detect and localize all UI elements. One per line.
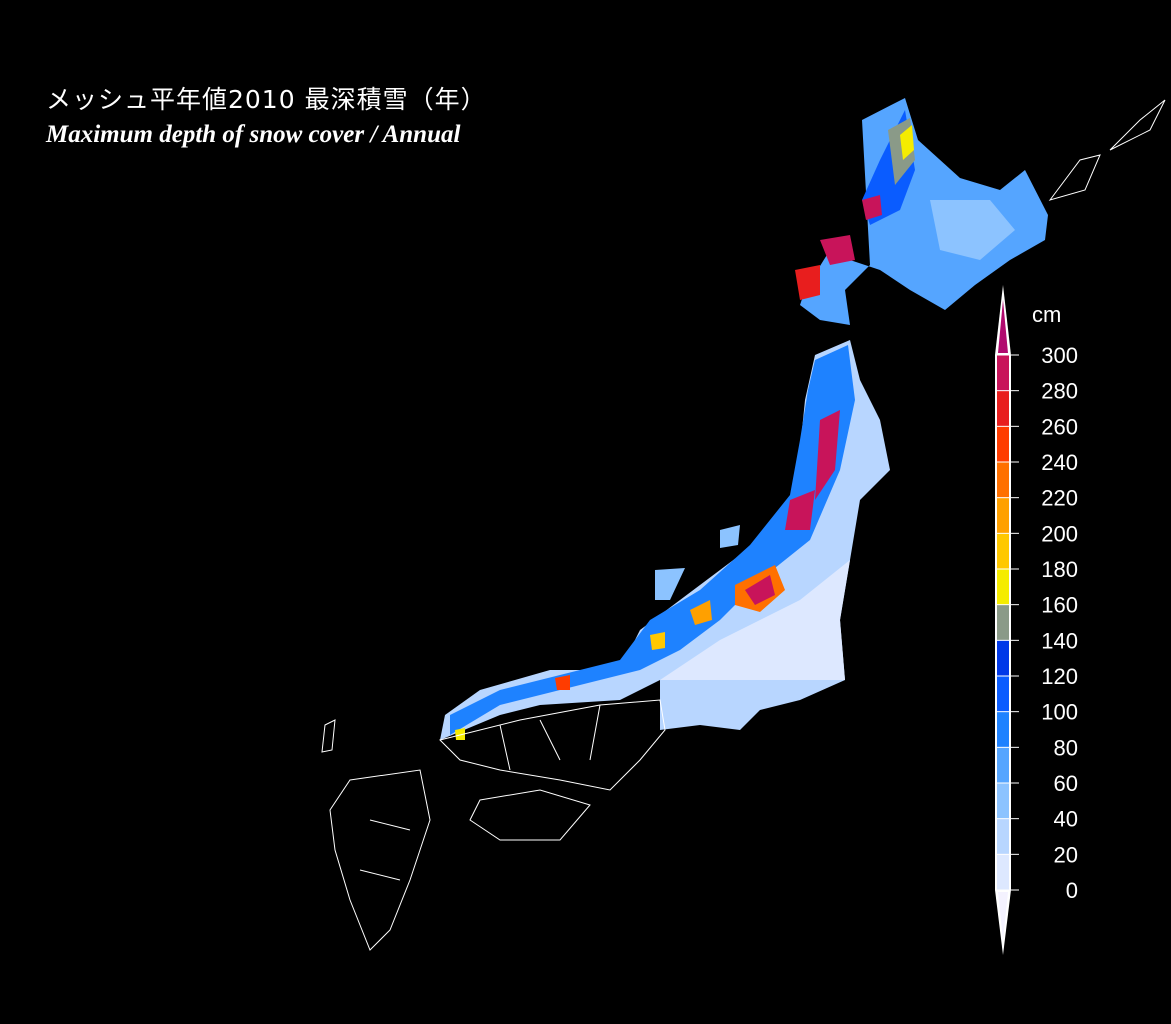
legend-swatch bbox=[997, 355, 1009, 391]
legend-tick-label: 220 bbox=[1041, 486, 1078, 511]
legend-tick-label: 0 bbox=[1066, 878, 1078, 903]
legend-over-fill bbox=[998, 300, 1008, 353]
legend-swatch bbox=[997, 462, 1009, 498]
legend-swatch bbox=[997, 783, 1009, 819]
legend-swatch bbox=[997, 747, 1009, 783]
legend-swatch bbox=[997, 605, 1009, 640]
legend-tick-label: 20 bbox=[1054, 842, 1078, 867]
legend-tick-label: 180 bbox=[1041, 557, 1078, 582]
legend-swatch bbox=[997, 569, 1009, 605]
legend-under-fill bbox=[998, 892, 1008, 940]
hokkaido-region bbox=[795, 98, 1048, 325]
legend-tick-label: 260 bbox=[1041, 414, 1078, 439]
legend-swatch bbox=[997, 854, 1009, 890]
legend-swatch bbox=[997, 498, 1009, 533]
legend-tick-label: 120 bbox=[1041, 664, 1078, 689]
title-japanese: メッシュ平年値2010 最深積雪（年） bbox=[46, 85, 487, 114]
legend-tick-label: 300 bbox=[1041, 343, 1078, 368]
legend-tick-label: 200 bbox=[1041, 521, 1078, 546]
legend-swatch bbox=[997, 640, 1009, 676]
legend-swatch bbox=[997, 533, 1009, 569]
legend-tick-label: 280 bbox=[1041, 379, 1078, 404]
legend-swatch bbox=[997, 391, 1009, 426]
honshu-region bbox=[440, 340, 890, 740]
legend-swatch bbox=[997, 712, 1009, 747]
legend-tick-label: 100 bbox=[1041, 700, 1078, 725]
western-japan-boundaries bbox=[321, 699, 666, 951]
legend-tick-label: 240 bbox=[1041, 450, 1078, 475]
legend-tick-label: 80 bbox=[1054, 735, 1078, 760]
legend-tick-label: 140 bbox=[1041, 628, 1078, 653]
legend-swatch bbox=[997, 819, 1009, 854]
northern-islands bbox=[1048, 99, 1166, 201]
legend-tick-label: 160 bbox=[1041, 593, 1078, 618]
title-english: Maximum depth of snow cover / Annual bbox=[46, 121, 461, 148]
legend-tick-label: 40 bbox=[1054, 807, 1078, 832]
legend-swatch bbox=[997, 676, 1009, 712]
legend-unit: cm bbox=[1032, 302, 1061, 327]
legend-tick-label: 60 bbox=[1054, 771, 1078, 796]
legend-swatch bbox=[997, 426, 1009, 462]
